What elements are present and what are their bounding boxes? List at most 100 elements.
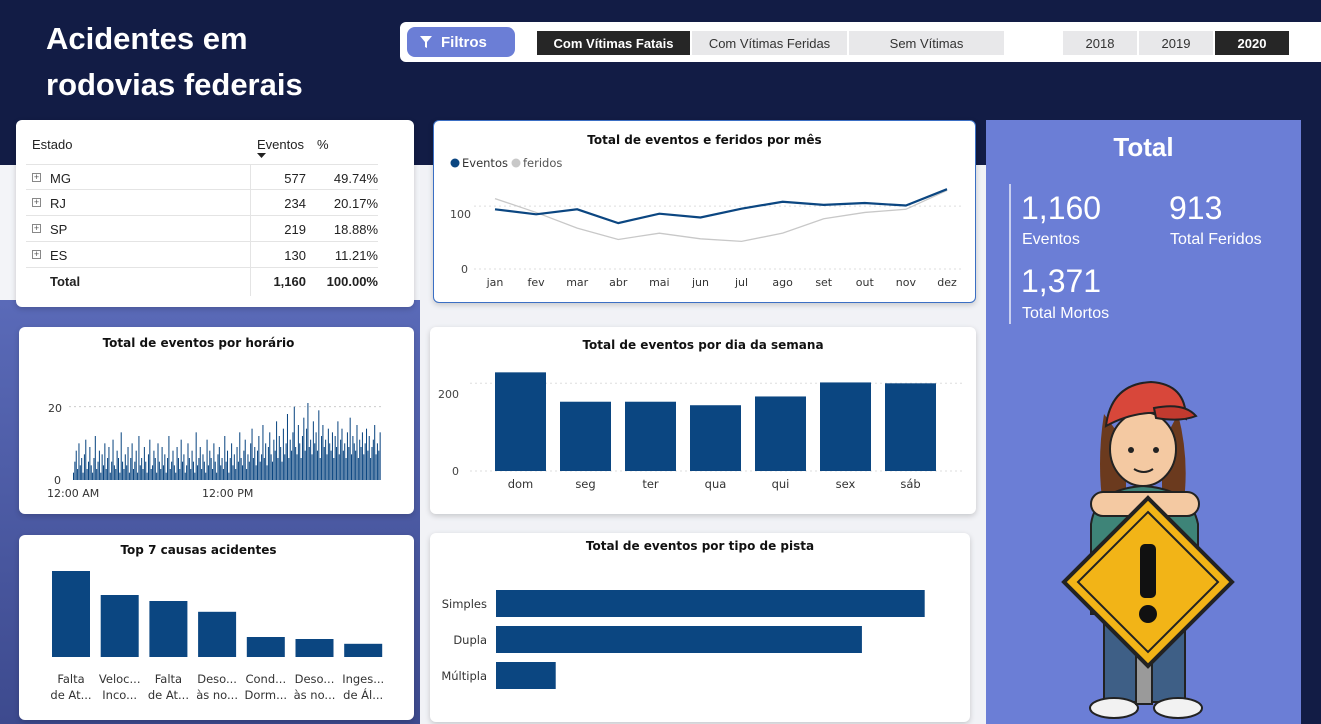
hour-bar [256, 450, 259, 480]
hour-bar [97, 461, 99, 480]
hour-bar [203, 461, 205, 480]
sort-descending-icon [257, 153, 266, 158]
expand-icon[interactable]: + [32, 223, 41, 233]
hourly-chart-card[interactable]: Total de eventos por horário 20 0 12:00 … [19, 327, 414, 514]
hour-bar [165, 472, 167, 480]
hour-bar [248, 461, 250, 480]
hour-bar [282, 428, 284, 480]
slicer-year-2018[interactable]: 2018 [1063, 31, 1137, 55]
hour-bar [117, 458, 119, 480]
hour-bar [334, 436, 336, 480]
weekday-chart-title: Total de eventos por dia da semana [582, 338, 824, 352]
weekday-chart: 200 0 dom seg ter qua qui sex sáb [438, 372, 965, 491]
cause-bar [198, 611, 237, 657]
hour-bar [132, 469, 134, 480]
slicer-sem-vitimas[interactable]: Sem Vítimas [849, 31, 1004, 55]
hour-bar [351, 454, 353, 480]
hour-bar [345, 458, 347, 480]
hour-bar [122, 461, 124, 480]
weekday-bar-ter [625, 401, 676, 471]
hour-bar [156, 472, 158, 480]
road-label-dupla: Dupla [453, 633, 487, 647]
hour-bar [214, 461, 216, 480]
hour-bar [321, 436, 323, 480]
hour-bar [73, 472, 75, 480]
kpi-feridos-label: Total Feridos [1170, 231, 1262, 248]
x-tick-set: set [815, 276, 832, 289]
hour-bar [210, 458, 212, 480]
expand-icon[interactable]: + [32, 197, 41, 207]
filtros-button[interactable]: Filtros [407, 27, 515, 57]
slicer-year-2019[interactable]: 2019 [1139, 31, 1213, 55]
x-tick-fev: fev [528, 276, 546, 289]
hour-bar [265, 443, 267, 480]
table-row[interactable]: + SP 219 18.88% [26, 216, 378, 242]
page-title: Acidentes em rodovias federais [46, 16, 303, 108]
hour-bar [259, 461, 261, 480]
slicer-com-vitimas-feridas[interactable]: Com Vítimas Feridas [692, 31, 847, 55]
hour-bar [371, 447, 373, 480]
hour-bar [224, 436, 226, 480]
hour-bar [326, 454, 328, 480]
hour-bar [314, 443, 316, 480]
row-eventos: 234 [284, 196, 306, 211]
table-row[interactable]: + MG 577 49.74% [26, 164, 378, 190]
x-tick-mar: mar [566, 276, 588, 289]
hour-bar [102, 465, 105, 480]
hour-bar [323, 447, 325, 480]
page-title-line2: rodovias federais [46, 67, 303, 102]
hour-bar [236, 447, 238, 480]
x-tick-noon: 12:00 PM [202, 487, 253, 500]
hour-bar [191, 450, 193, 480]
hour-bar [216, 472, 218, 480]
hour-bar [169, 469, 171, 480]
hour-bar [104, 443, 106, 480]
road-type-chart-card[interactable]: Total de eventos por tipo de pista Simpl… [430, 533, 970, 722]
monthly-chart-card[interactable]: Total de eventos e feridos por mês Event… [433, 120, 976, 303]
hour-bar [374, 425, 376, 480]
legend-eventos: Eventos [462, 156, 508, 170]
table-header-pct[interactable]: % [317, 137, 329, 152]
filtros-button-label: Filtros [441, 33, 487, 51]
hour-bar [141, 458, 143, 480]
hour-bar [368, 436, 370, 480]
hour-bar [100, 472, 102, 480]
x-tick-qua: qua [705, 477, 727, 491]
hour-bar [338, 454, 340, 480]
slicer-com-vitimas-fatais[interactable]: Com Vítimas Fatais [537, 31, 690, 55]
hour-bar [359, 439, 361, 480]
hour-bar [227, 450, 229, 480]
hour-bar [363, 454, 365, 480]
hour-bar [120, 432, 122, 480]
hour-bar [81, 458, 83, 480]
hour-bar [94, 436, 96, 480]
hour-bar [82, 472, 84, 480]
hour-bar [221, 458, 223, 480]
hour-bar [295, 447, 297, 480]
table-header-eventos[interactable]: Eventos [257, 137, 304, 152]
hour-bar [329, 443, 331, 480]
kpi-title: Total [1113, 132, 1174, 162]
cause-label: às no... [294, 688, 336, 702]
hour-bar [201, 469, 203, 480]
table-row[interactable]: + ES 130 11.21% [26, 242, 378, 268]
hour-bar [75, 450, 77, 480]
hour-bar [301, 436, 303, 480]
hourly-chart-title: Total de eventos por horário [102, 336, 295, 350]
weekday-chart-card[interactable]: Total de eventos por dia da semana 200 0… [430, 327, 976, 514]
x-tick-jul: jul [734, 276, 748, 289]
expand-icon[interactable]: + [32, 172, 41, 182]
slicer-year-2020[interactable]: 2020 [1215, 31, 1289, 55]
table-header-estado[interactable]: Estado [32, 137, 73, 152]
table-row[interactable]: + RJ 234 20.17% [26, 190, 378, 216]
causes-chart-card[interactable]: Top 7 causas acidentes Falta de At... Velo… [19, 535, 414, 720]
road-bar-simples [496, 590, 925, 617]
hour-bar [198, 458, 200, 480]
expand-icon[interactable]: + [32, 249, 41, 259]
hour-bar [190, 469, 192, 480]
row-estado: MG [50, 171, 71, 186]
hour-bar [87, 461, 90, 480]
hour-bar [124, 454, 126, 480]
hour-bar [252, 458, 254, 480]
hour-bar [327, 428, 329, 480]
